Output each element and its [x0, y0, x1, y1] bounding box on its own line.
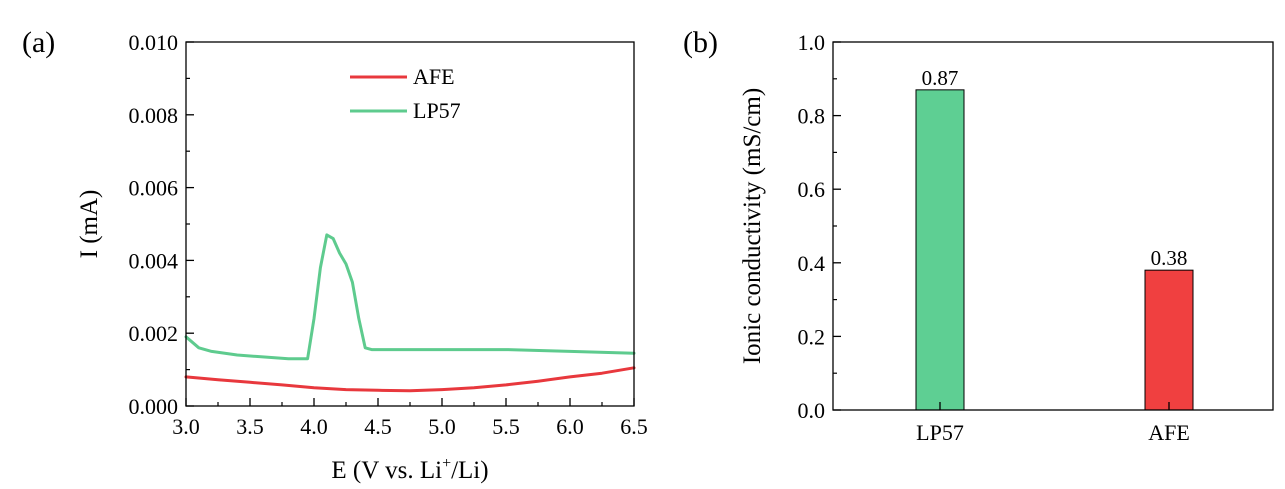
- panel-a-label: (a): [22, 26, 55, 59]
- panel-b-x-ticks: LP57 AFE: [916, 402, 1190, 445]
- bar-afe: [1144, 269, 1194, 411]
- y-tick-label: 0.8: [798, 104, 826, 129]
- bar-value-label: 0.87: [922, 66, 959, 90]
- y-tick-label: 0.0: [798, 398, 826, 423]
- y-tick-label: 0.004: [129, 248, 179, 273]
- panel-b-y-axis-title: Ionic conductivity (mS/cm): [739, 88, 766, 364]
- bar-value-label: 0.38: [1151, 246, 1188, 270]
- x-tick-label: 3.0: [172, 414, 200, 439]
- y-tick-label: 0.6: [798, 177, 826, 202]
- panel-b-plot-frame: [832, 41, 1274, 411]
- x-tick-label: 5.5: [492, 414, 520, 439]
- panel-b-bars: 0.87 0.38: [915, 66, 1194, 411]
- panel-b-y-ticks: 0.0 0.2 0.4 0.6 0.8 1.0: [798, 30, 841, 423]
- panel-b-bar-chart: (b) 0.870.38 LP57 AFE 0.00.20.40.60.81.0 …: [683, 26, 1274, 445]
- panel-a-x-axis-title: E (V vs. Li+/Li): [331, 455, 488, 484]
- x-tick-label: 6.0: [556, 414, 584, 439]
- series-line-afe: [184, 366, 636, 393]
- x-tick-label: 6.5: [620, 414, 648, 439]
- y-tick-label: 0.002: [129, 321, 179, 346]
- x-axis-title-main: E (V vs. Li: [331, 457, 442, 484]
- y-tick-label: 0.006: [129, 176, 179, 201]
- bar-lp57: [915, 89, 965, 411]
- panel-a-x-ticks: 3.0 3.5 4.0 4.5 5.0 5.5 6.0 6.5: [172, 398, 648, 439]
- y-tick-label: 0.010: [129, 30, 179, 55]
- legend-label-afe: AFE: [413, 64, 455, 89]
- panel-a-y-ticks: 0.000 0.002 0.004 0.006 0.008 0.010: [129, 30, 194, 419]
- y-tick-label: 1.0: [798, 30, 826, 55]
- panel-a-series: [184, 233, 636, 393]
- panel-a-legend: AFE LP57: [350, 64, 461, 123]
- x-tick-label: 3.5: [236, 414, 264, 439]
- y-tick-label: 0.2: [798, 324, 826, 349]
- y-tick-label: 0.008: [129, 103, 179, 128]
- x-axis-title-tail: /Li): [451, 457, 489, 484]
- series-line-lp57: [184, 233, 636, 361]
- x-tick-label: 5.0: [428, 414, 456, 439]
- legend-label-lp57: LP57: [413, 98, 461, 123]
- panel-a-line-chart: (a) 3.0 3.5 4.0 4.5 5.0 5.5 6.0 6.5 0.0000.0020…: [22, 26, 648, 484]
- x-tick-label: AFE: [1148, 420, 1190, 445]
- x-tick-label: 4.0: [300, 414, 328, 439]
- x-tick-label: LP57: [916, 420, 964, 445]
- x-tick-label: 4.5: [364, 414, 392, 439]
- x-axis-title-superscript: +: [442, 455, 451, 472]
- panel-b-label: (b): [683, 26, 718, 59]
- panel-a-y-axis-title: I (mA): [76, 190, 103, 259]
- y-tick-label: 0.4: [798, 251, 826, 276]
- y-tick-label: 0.000: [129, 394, 179, 419]
